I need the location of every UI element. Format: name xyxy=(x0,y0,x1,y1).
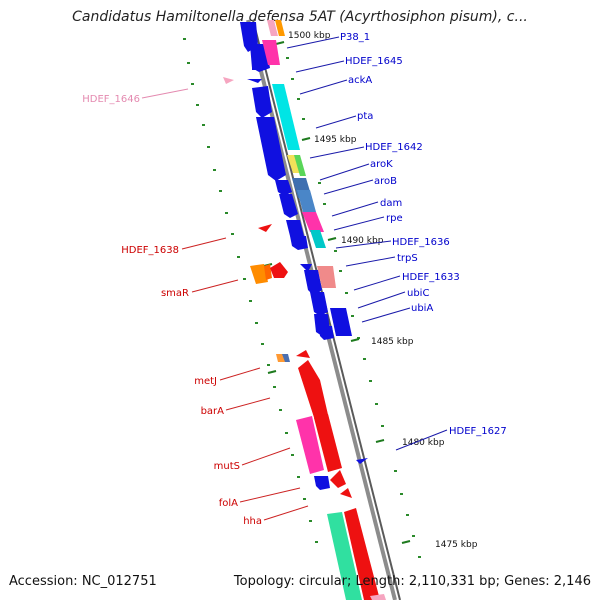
position-ticks: 1500 kbp 1495 kbp 1490 kbp 1485 kbp 1480… xyxy=(288,31,478,550)
tick-1495kbp: 1495 kbp xyxy=(314,135,357,145)
gene-label-fola: folA xyxy=(219,498,238,509)
reverse-leaders xyxy=(141,88,309,521)
gene-label-ubic: ubiC xyxy=(407,288,429,299)
tick-1480kbp: 1480 kbp xyxy=(402,438,445,448)
gene-label-ubia: ubiA xyxy=(411,303,433,314)
gene-label-metj: metJ xyxy=(194,376,217,387)
guide-dots xyxy=(183,38,421,558)
gene-label-hdef-1642: HDEF_1642 xyxy=(365,142,423,153)
gene-label-smar: smaR xyxy=(161,288,189,299)
gene-label-muts: mutS xyxy=(214,461,240,472)
gene-label-dam: dam xyxy=(380,198,402,209)
gene-label-hha: hha xyxy=(243,516,262,527)
gene-label-hdef-1638: HDEF_1638 xyxy=(121,245,179,256)
gene-label-p38-1: P38_1 xyxy=(340,32,370,43)
gene-label-hdef-1636: HDEF_1636 xyxy=(392,237,450,248)
tick-1500kbp: 1500 kbp xyxy=(288,31,331,41)
gene-label-hdef-1645: HDEF_1645 xyxy=(345,56,403,67)
tick-1485kbp: 1485 kbp xyxy=(371,337,414,347)
gene-label-arok: aroK xyxy=(370,159,393,170)
forward-gene-labels: P38_1 HDEF_1645 ackA pta HDEF_1642 aroK … xyxy=(340,32,507,437)
tick-1475kbp: 1475 kbp xyxy=(435,540,478,550)
gene-label-acka: ackA xyxy=(348,75,372,86)
reverse-gene-labels: HDEF_1646 HDEF_1638 smaR metJ barA mutS … xyxy=(82,94,262,527)
gene-label-hdef-1646: HDEF_1646 xyxy=(82,94,140,105)
gene-label-bara: barA xyxy=(201,406,225,417)
tick-1490kbp: 1490 kbp xyxy=(341,236,384,246)
forward-leaders xyxy=(286,36,448,451)
forward-genes xyxy=(240,20,368,490)
gene-label-hdef-1627: HDEF_1627 xyxy=(449,426,507,437)
reverse-genes xyxy=(223,77,386,600)
gene-label-arob: aroB xyxy=(374,176,397,187)
gene-label-trps: trpS xyxy=(397,253,418,264)
map-title: Candidatus Hamiltonella defensa 5AT (Acy… xyxy=(72,9,528,25)
genome-stats-label: Topology: circular; Length: 2,110,331 bp… xyxy=(233,574,591,589)
gene-label-rpe: rpe xyxy=(386,213,403,224)
gene-label-pta: pta xyxy=(357,111,373,122)
gene-label-hdef-1633: HDEF_1633 xyxy=(402,272,460,283)
accession-label: Accession: NC_012751 xyxy=(9,574,157,589)
